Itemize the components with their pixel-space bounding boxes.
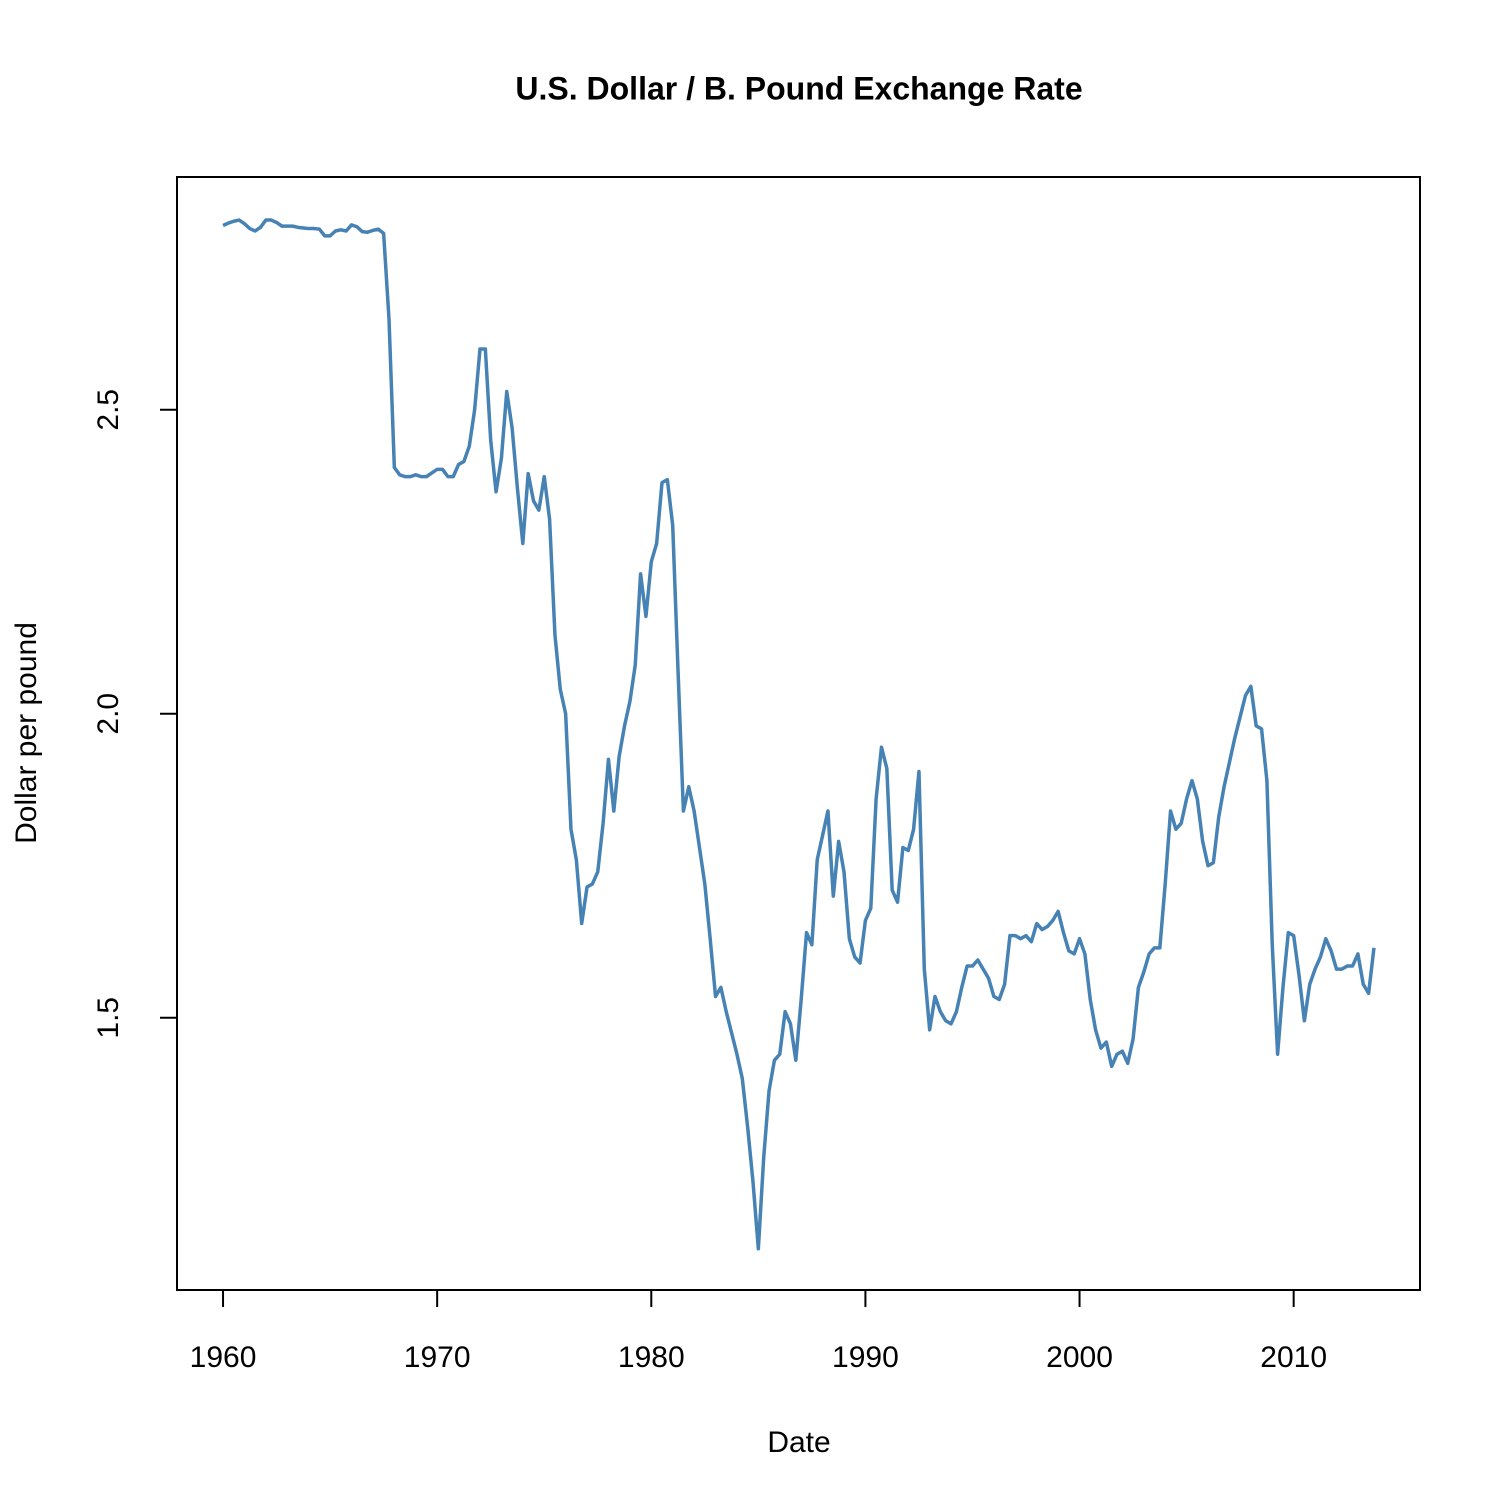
chart-title: U.S. Dollar / B. Pound Exchange Rate xyxy=(515,70,1082,106)
y-tick-label: 1.5 xyxy=(92,997,125,1039)
x-tick-label: 2010 xyxy=(1260,1341,1327,1374)
y-axis-label: Dollar per pound xyxy=(10,622,43,844)
x-tick-label: 1970 xyxy=(404,1341,471,1374)
series-line xyxy=(222,218,1376,1251)
x-axis-label: Date xyxy=(767,1426,830,1459)
y-tick-label: 2.5 xyxy=(92,389,125,431)
x-tick-label: 2000 xyxy=(1046,1341,1113,1374)
x-tick-label: 1980 xyxy=(618,1341,685,1374)
y-tick-label: 2.0 xyxy=(92,693,125,735)
x-tick-label: 1960 xyxy=(190,1341,257,1374)
x-tick-label: 1990 xyxy=(832,1341,899,1374)
